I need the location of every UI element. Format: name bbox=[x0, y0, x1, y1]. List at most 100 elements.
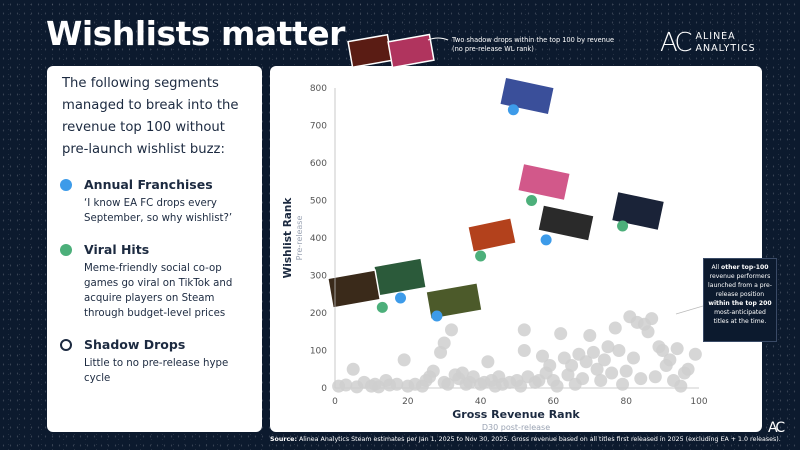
background-point bbox=[681, 362, 695, 376]
y-tick-label: 800 bbox=[310, 84, 327, 94]
y-tick-label: 0 bbox=[321, 384, 327, 394]
highlight-point bbox=[431, 310, 443, 322]
highlight-point bbox=[475, 250, 487, 262]
background-point bbox=[554, 327, 568, 341]
source-label: Source: bbox=[270, 436, 297, 443]
background-point bbox=[663, 353, 677, 367]
background-point bbox=[550, 379, 564, 393]
background-point bbox=[688, 347, 702, 361]
segment-note: Meme-friendly social co-op games go vira… bbox=[84, 263, 233, 319]
legend-label: Viral Hits bbox=[84, 242, 150, 257]
game-thumbnail bbox=[610, 190, 666, 232]
background-point bbox=[656, 344, 670, 357]
background-point bbox=[597, 353, 611, 367]
logo-mark: AC bbox=[660, 28, 693, 58]
background-point bbox=[397, 353, 411, 367]
note-arrow bbox=[427, 37, 449, 41]
segment-note: Little to no pre-release hype cycle bbox=[84, 358, 229, 384]
background-point bbox=[619, 364, 633, 378]
background-point bbox=[576, 372, 590, 386]
background-point bbox=[517, 344, 531, 357]
callout-text: All bbox=[711, 264, 722, 271]
left-panel bbox=[47, 66, 262, 432]
background-point bbox=[346, 362, 360, 376]
background-point bbox=[645, 312, 659, 326]
source-text: Alinea Analytics Steam estimates per Jan… bbox=[299, 436, 781, 443]
y-tick-label: 200 bbox=[310, 309, 327, 319]
game-thumbnail bbox=[387, 33, 435, 69]
game-thumbnail bbox=[536, 203, 596, 243]
background-point bbox=[670, 342, 684, 356]
y-tick-label: 500 bbox=[310, 197, 327, 207]
background-point bbox=[481, 355, 495, 369]
game-thumbnail bbox=[516, 162, 572, 202]
background-point bbox=[605, 366, 619, 380]
background-point bbox=[339, 378, 353, 392]
background-point bbox=[601, 340, 615, 354]
background-point bbox=[590, 362, 604, 376]
game-thumbnail bbox=[425, 281, 483, 321]
callout-text: most-anticipated titles at the time. bbox=[713, 309, 767, 325]
background-point bbox=[641, 325, 655, 339]
background-point bbox=[565, 359, 579, 372]
callout-text: within the top 200 bbox=[708, 300, 772, 307]
corner-logo: AC bbox=[768, 420, 785, 436]
background-point bbox=[648, 370, 662, 384]
highlight-point bbox=[617, 220, 629, 232]
logo-name: ALINEA ANALYTICS bbox=[695, 31, 756, 54]
background-point bbox=[586, 345, 600, 359]
highlight-point bbox=[376, 301, 388, 313]
segment: Shadow Drops Little to no pre-release hy… bbox=[60, 336, 250, 386]
callout-text: revenue performers launched from a pre-r… bbox=[708, 273, 772, 298]
highlight-point bbox=[507, 104, 519, 116]
background-point bbox=[608, 321, 622, 335]
highlight-point bbox=[540, 234, 552, 246]
thumbnails bbox=[326, 33, 666, 321]
y-tick-label: 700 bbox=[310, 122, 327, 132]
background-point bbox=[517, 323, 531, 337]
game-thumbnail bbox=[466, 216, 518, 254]
x-tick-label: 100 bbox=[690, 397, 707, 407]
x-tick-label: 20 bbox=[402, 397, 414, 407]
x-tick-label: 40 bbox=[475, 397, 487, 407]
annotation: Two shadow drops within the top 100 by r… bbox=[452, 36, 615, 53]
background-point bbox=[514, 379, 528, 393]
segment: Viral Hits Meme-friendly social co-op ga… bbox=[60, 241, 250, 321]
segment: Annual Franchises ‘I know EA FC drops ev… bbox=[60, 176, 250, 226]
x-tick-label: 0 bbox=[332, 397, 338, 407]
game-thumbnail bbox=[498, 76, 556, 116]
y-tick-label: 600 bbox=[310, 159, 327, 169]
shadow-drop-marker bbox=[395, 67, 406, 79]
background-point bbox=[441, 377, 455, 391]
background-point bbox=[535, 349, 549, 363]
segment-note: ‘I know EA FC drops every September, so … bbox=[84, 198, 233, 224]
game-thumbnail bbox=[347, 33, 393, 69]
legend-swatch bbox=[60, 179, 72, 191]
background-point bbox=[583, 329, 597, 342]
background-point bbox=[444, 323, 458, 337]
highlight-point bbox=[395, 292, 407, 304]
background-point bbox=[543, 359, 557, 372]
legend-swatch bbox=[60, 339, 72, 351]
background-point bbox=[626, 351, 640, 365]
background-point bbox=[437, 336, 451, 350]
legend-label: Shadow Drops bbox=[84, 337, 186, 352]
y-tick-label: 300 bbox=[310, 272, 327, 282]
y-tick-label: 100 bbox=[310, 347, 327, 357]
background-point bbox=[390, 377, 404, 391]
callout-box: All other top-100 revenue performers lau… bbox=[703, 258, 777, 342]
game-thumbnail bbox=[326, 269, 382, 309]
logo: AC ALINEA ANALYTICS bbox=[660, 28, 765, 58]
legend-swatch bbox=[60, 244, 72, 256]
y-axis-subtitle: Pre-release bbox=[295, 216, 304, 261]
background-point bbox=[426, 364, 440, 378]
x-axis-subtitle: D30 post-release bbox=[482, 423, 550, 432]
background-point bbox=[579, 355, 593, 369]
y-axis-title: Wishlist Rank bbox=[282, 197, 294, 279]
background-point bbox=[612, 344, 626, 357]
background-point bbox=[674, 379, 688, 393]
background-point bbox=[616, 377, 630, 391]
